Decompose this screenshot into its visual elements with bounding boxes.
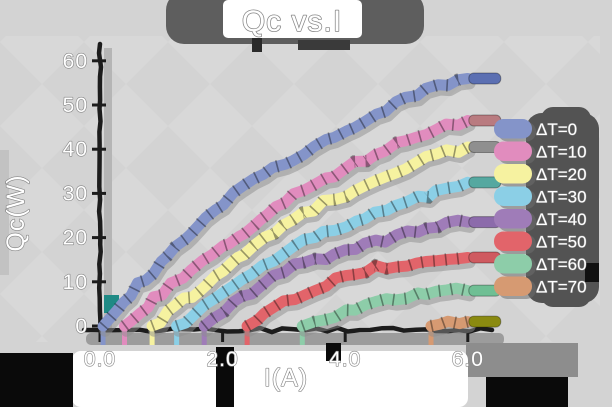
y-axis-label: Qc(W) [2,174,30,251]
y-tick-label: 30 [63,182,88,205]
x-tick-label: 2.0 [206,348,238,371]
x-axis-label: I(A) [264,364,308,392]
black-blob [216,347,234,407]
title-shadow-fragment [298,40,350,50]
legend-item-label: ΔT=10 [536,143,587,162]
y-tick-label: 60 [63,50,88,73]
x-tick-label: 0.0 [84,348,116,371]
series-ΔT=40 [198,213,502,345]
y-tick [92,191,106,195]
legend-swatch [494,119,532,139]
legend-swatch [494,186,532,206]
x-tick [343,330,347,342]
y-axis-spine [96,41,104,334]
series-end-marker [468,315,502,328]
series-ΔT=0 [97,72,502,345]
y-tick [92,103,106,107]
x-tick [466,330,470,342]
legend-item: ΔT=50 [494,231,587,254]
legend: ΔT=0 ΔT=10 ΔT=20 ΔT=30 ΔT=40 ΔT=50 ΔT=60 ΔT=70 [494,119,587,299]
legend-item-label: ΔT=0 [536,120,577,139]
series-line [296,282,474,332]
legend-item: ΔT=0 [494,119,578,142]
legend-item: ΔT=10 [494,141,587,164]
legend-item: ΔT=40 [494,209,587,232]
legend-item-label: ΔT=20 [536,165,587,184]
chart-title: Qc vs.I [242,5,342,38]
title-shadow-fragment [252,38,262,52]
legend-item-label: ΔT=50 [536,233,587,252]
series-line [425,315,474,332]
legend-swatch [494,164,532,184]
series-hatch [149,141,471,332]
legend-swatch [494,141,532,161]
x-tick [98,330,102,342]
y-tick [92,147,106,151]
legend-swatch [494,254,532,274]
title-panel [223,0,362,38]
legend-swatch [494,231,532,251]
y-tick [92,280,106,284]
series-line [119,115,474,332]
series-line [198,214,474,332]
legend-item-label: ΔT=60 [536,255,587,274]
series-line [241,252,474,332]
y-tick-label: 0 [75,315,88,338]
x-tick [221,330,225,342]
legend-swatch [494,209,532,229]
series-ΔT=60 [296,281,502,345]
x-tick-label: 4.0 [329,348,361,371]
series-ΔT=20 [146,140,502,345]
legend-item-label: ΔT=40 [536,210,587,229]
left-edge-shade [0,150,9,275]
y-tick-label: 40 [63,138,88,161]
series-line [171,176,474,332]
series-ΔT=50 [241,251,502,345]
series-lines [97,72,502,345]
series-end-marker [468,72,502,85]
bottom-label-panel [72,351,468,407]
black-blob [326,343,341,361]
y-spine-shadow [104,48,112,330]
legend-item: ΔT=70 [494,276,587,299]
y-tick-label: 50 [63,94,88,117]
axes: 0.0 2.0 4.0 6.0 0 10 20 30 40 50 60 [62,41,495,372]
legend-shadow-notch [585,263,599,282]
series-line [97,73,474,332]
legend-item-label: ΔT=70 [536,278,587,297]
black-blob [0,353,73,407]
y-tick [92,59,106,63]
x-tick-label: 6.0 [452,348,484,371]
series-ΔT=10 [119,114,502,345]
black-blob [486,377,568,407]
legend-shadow-blob [541,107,591,307]
bottom-right-shade [466,343,578,377]
legend-item: ΔT=20 [494,164,587,187]
series-line [146,141,474,332]
series-ΔT=30 [171,176,502,345]
y-tick-label: 20 [63,227,88,250]
y-tick-label: 10 [63,271,88,294]
series-ΔT=70 [425,314,502,345]
legend-item: ΔT=60 [494,254,587,277]
x-spine-shadow [86,333,504,345]
y-tick [92,236,106,240]
legend-item-label: ΔT=30 [536,188,587,207]
legend-swatch [494,276,532,296]
legend-item: ΔT=30 [494,186,587,209]
